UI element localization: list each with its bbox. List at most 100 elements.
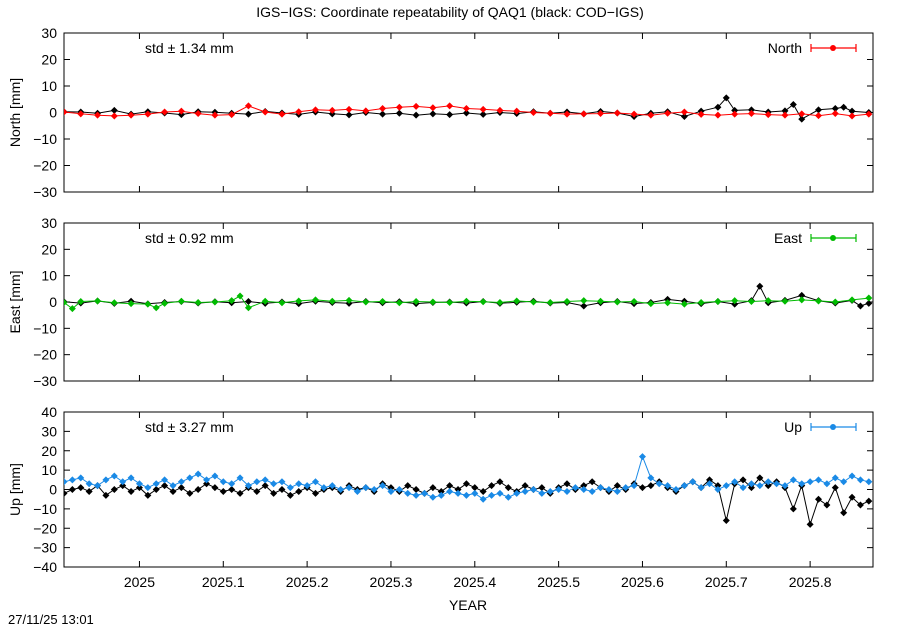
up-igs-igs-point — [404, 489, 412, 497]
east-igs-igs-point — [865, 294, 873, 302]
east-cod-igs-point — [244, 297, 252, 305]
east-ytick-label: −10 — [33, 320, 57, 336]
north-igs-igs-point — [429, 104, 437, 112]
east-y-axis-label: East [mm] — [7, 270, 23, 333]
east-igs-igs-point — [77, 297, 85, 305]
north-cod-igs-point — [714, 103, 722, 111]
up-y-axis-label: Up [mm] — [7, 463, 23, 516]
up-igs-igs-point — [764, 478, 772, 486]
up-cod-igs-point — [270, 489, 278, 497]
panel-east: 30 20 10 0 −10 −20 −30 East [mm] std ± 0.92 mm Ea… — [7, 215, 874, 389]
east-igs-igs-line — [64, 295, 869, 310]
up-cod-igs-point — [521, 482, 529, 490]
north-igs-igs-point — [446, 102, 454, 110]
up-igs-igs-point — [722, 482, 730, 490]
up-cod-igs-point — [278, 486, 286, 493]
north-std-label: std ± 1.34 mm — [145, 40, 234, 56]
up-cod-igs-point — [563, 480, 571, 488]
north-igs-igs-point — [328, 106, 336, 114]
up-igs-igs-point — [144, 484, 152, 492]
timestamp-footer: 27/11/25 13:01 — [8, 612, 94, 627]
north-igs-igs-point — [362, 107, 370, 115]
up-igs-igs-point — [345, 484, 353, 492]
chart-title: IGS−IGS: Coordinate repeatability of QAQ… — [256, 4, 644, 20]
up-cod-igs-point — [764, 482, 772, 490]
north-igs-igs-point — [580, 110, 588, 118]
up-igs-igs-point — [446, 487, 454, 495]
up-igs-igs-point — [630, 482, 638, 490]
x-axis-label: YEAR — [449, 597, 487, 613]
north-igs-igs-point — [64, 108, 68, 116]
up-cod-igs-point — [144, 491, 152, 499]
east-igs-igs-point — [412, 297, 420, 305]
east-ytick-label: 30 — [41, 215, 57, 231]
up-cod-igs-point — [161, 482, 169, 490]
east-ytick-label: −30 — [33, 373, 57, 389]
up-cod-igs-point — [85, 487, 93, 495]
north-igs-igs-point — [714, 111, 722, 119]
up-ytick-label: −30 — [33, 540, 57, 556]
up-cod-igs-point — [119, 482, 127, 490]
up-cod-igs-point — [228, 486, 236, 493]
up-igs-igs-point — [773, 480, 781, 488]
up-igs-igs-point — [865, 478, 873, 486]
up-igs-igs-point — [278, 478, 286, 486]
north-igs-igs-point — [613, 109, 621, 117]
east-igs-igs-point — [144, 300, 152, 308]
up-igs-igs-point — [244, 482, 252, 490]
up-igs-igs-point — [236, 474, 244, 482]
north-cod-igs-line — [64, 97, 869, 120]
up-igs-igs-point — [529, 486, 537, 493]
east-igs-igs-point — [127, 300, 135, 308]
up-legend-label: Up — [784, 419, 802, 435]
up-igs-igs-point — [387, 487, 395, 495]
east-igs-igs-point — [395, 299, 403, 307]
up-ytick-label: 10 — [41, 462, 57, 478]
east-ytick-label: 20 — [41, 241, 57, 257]
up-igs-igs-point — [831, 474, 839, 482]
up-igs-igs-point — [488, 491, 496, 499]
east-igs-igs-point — [236, 292, 244, 300]
up-igs-igs-point — [697, 484, 705, 492]
north-ytick-label: 30 — [41, 25, 57, 41]
east-igs-igs-point — [94, 297, 102, 305]
up-cod-igs-point — [823, 501, 831, 509]
up-igs-igs-point — [588, 487, 596, 495]
up-cod-igs-point — [848, 493, 856, 501]
up-igs-igs-point — [370, 486, 378, 493]
east-ytick-label: −20 — [33, 347, 57, 363]
north-igs-igs-point — [630, 110, 638, 118]
up-igs-igs-point — [739, 484, 747, 492]
up-igs-igs-point — [538, 489, 546, 497]
up-igs-igs-point — [412, 491, 420, 499]
east-igs-igs-point — [379, 297, 387, 305]
north-igs-igs-point — [379, 105, 387, 113]
up-igs-igs-point — [848, 472, 856, 480]
east-igs-igs-point — [362, 298, 370, 306]
up-cod-igs-point — [412, 486, 420, 493]
north-igs-igs-point — [77, 110, 85, 118]
east-igs-igs-point — [479, 298, 487, 306]
north-legend-label: North — [768, 40, 802, 56]
up-igs-igs-point — [504, 493, 512, 501]
up-igs-igs-point — [68, 476, 76, 484]
up-igs-igs-point — [270, 480, 278, 488]
up-igs-igs-point — [127, 474, 135, 482]
up-std-label: std ± 3.27 mm — [145, 419, 234, 435]
north-cod-igs-point — [789, 101, 797, 109]
north-igs-igs-point — [664, 109, 672, 117]
up-igs-igs-point — [94, 482, 102, 490]
east-igs-igs-point — [747, 297, 755, 305]
up-igs-igs-point — [706, 480, 714, 488]
xtick-label: 2025.1 — [202, 574, 245, 590]
east-igs-igs-point — [513, 297, 521, 305]
north-igs-igs-point — [127, 111, 135, 119]
north-igs-igs-point — [680, 108, 688, 116]
up-igs-igs-point — [638, 453, 646, 461]
up-cod-igs-point — [253, 487, 261, 495]
east-legend-marker — [830, 235, 836, 241]
north-igs-igs-point — [312, 106, 320, 114]
up-series-group — [64, 453, 873, 528]
up-igs-igs-point — [496, 489, 504, 497]
